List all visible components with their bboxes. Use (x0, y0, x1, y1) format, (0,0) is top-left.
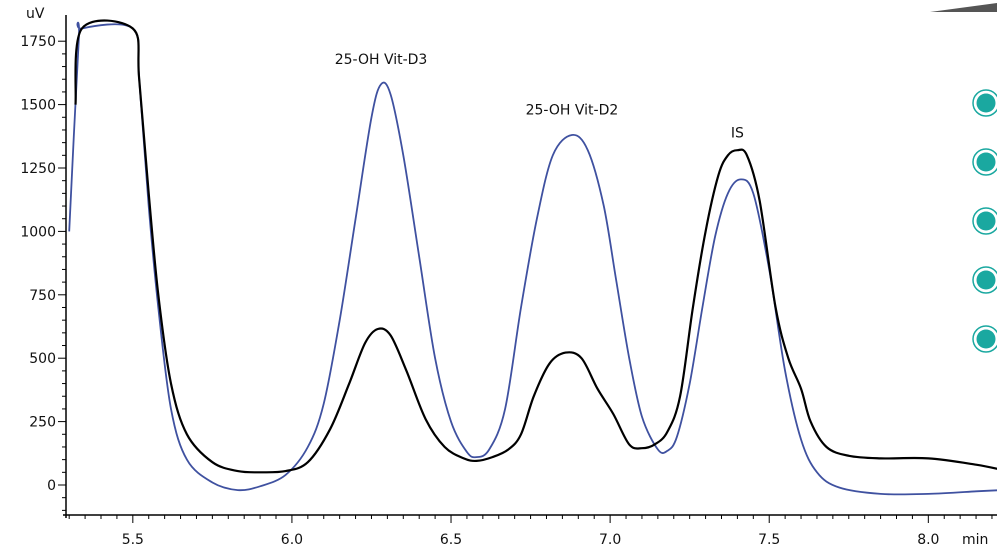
y-axis-unit: uV (26, 6, 45, 22)
teal-dot-icon (976, 329, 996, 349)
series-layer (68, 19, 997, 496)
peak-label-3: IS (731, 126, 744, 142)
decor-layer (930, 3, 997, 353)
corner-wedge-icon (930, 3, 997, 12)
peak-label-2: 25-OH Vit-D2 (526, 103, 619, 119)
x-tick-label: 5.5 (122, 532, 144, 548)
x-axis-unit: min (962, 532, 988, 548)
y-tick-label: 250 (29, 415, 56, 431)
y-tick-label: 1750 (20, 34, 56, 50)
x-tick-label: 7.0 (599, 532, 621, 548)
x-tick-label: 7.5 (758, 532, 780, 548)
peak-label-1: 25-OH Vit-D3 (335, 52, 428, 68)
y-tick-label: 0 (47, 478, 56, 494)
teal-dot-icon (976, 270, 996, 290)
y-tick-label: 750 (29, 288, 56, 304)
teal-dot-icon (976, 211, 996, 231)
x-tick-label: 8.0 (917, 532, 939, 548)
axis-layer: 5.5 6.0 6.5 7.0 7.5 8.0 0 250 500 750 1000 1250 1500… (20, 6, 997, 548)
annotation-layer: 25-OH Vit-D3 25-OH Vit-D2 IS (335, 52, 744, 142)
series-line-1 (68, 21, 997, 496)
x-tick-label: 6.0 (281, 532, 303, 548)
teal-dot-icon (976, 152, 996, 172)
series-line-2 (74, 19, 997, 474)
x-tick-label: 6.5 (440, 532, 462, 548)
y-tick-label: 1250 (20, 161, 56, 177)
y-tick-label: 1500 (20, 98, 56, 114)
y-tick-label: 500 (29, 351, 56, 367)
y-tick-label: 1000 (20, 224, 56, 240)
teal-dot-icon (976, 93, 996, 113)
